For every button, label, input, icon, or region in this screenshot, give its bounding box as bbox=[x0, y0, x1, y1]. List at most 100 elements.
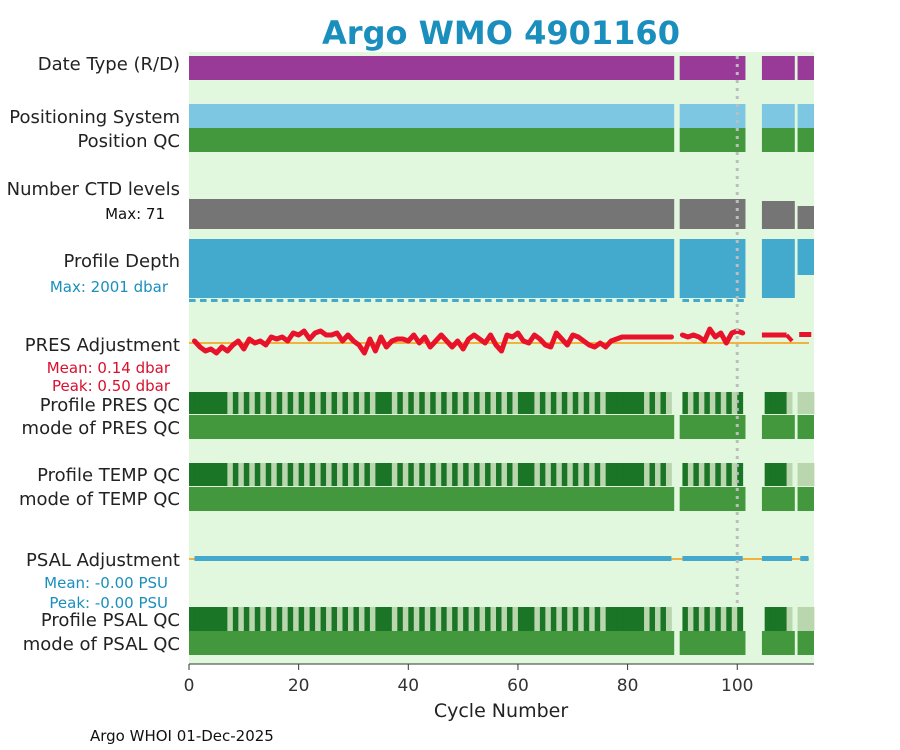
profile-temp-qc-cell bbox=[232, 463, 239, 486]
profile-pres-qc-cell bbox=[523, 392, 530, 414]
profile-pres-qc-cell bbox=[232, 392, 239, 414]
mode-temp-qc-bar-segment-0 bbox=[189, 487, 675, 511]
profile-pres-qc-cell bbox=[616, 392, 623, 414]
profile-psal-qc-cell bbox=[567, 607, 574, 631]
profile-temp-qc-cell bbox=[452, 463, 459, 486]
pres-adjustment-last-point bbox=[799, 332, 812, 337]
x-tick-label: 40 bbox=[397, 676, 419, 696]
profile-pres-qc-cell bbox=[594, 392, 601, 414]
profile-depth-tick bbox=[660, 299, 668, 302]
profile-temp-qc-cell bbox=[189, 463, 195, 486]
profile-psal-qc-cell bbox=[737, 607, 744, 631]
profile-psal-qc-cell bbox=[419, 607, 426, 631]
row-label-pres-adjustment: PRES Adjustment bbox=[25, 335, 180, 356]
pres-adjustment-peak: Peak: 0.50 dbar bbox=[52, 377, 171, 395]
profile-pres-qc-cell bbox=[353, 392, 360, 414]
profile-psal-qc-cell bbox=[556, 607, 563, 631]
profile-temp-qc-cell bbox=[770, 463, 777, 486]
profile-pres-qc-cell bbox=[227, 392, 234, 414]
profile-psal-qc-cell bbox=[413, 607, 420, 631]
profile-pres-qc-cell bbox=[704, 392, 711, 414]
profile-temp-qc-cell bbox=[408, 463, 415, 486]
profile-pres-qc-cell bbox=[408, 392, 415, 414]
pres-adjustment-mean: Mean: 0.14 dbar bbox=[47, 359, 171, 377]
profile-depth-tick bbox=[616, 299, 624, 302]
profile-psal-qc-cell bbox=[265, 607, 272, 631]
profile-temp-qc-cell bbox=[315, 463, 321, 486]
profile-depth-tick bbox=[452, 299, 459, 302]
profile-temp-qc-cell bbox=[665, 463, 672, 486]
profile-temp-qc-cell bbox=[282, 463, 289, 486]
profile-pres-qc-cell bbox=[347, 392, 354, 414]
x-tick-label: 0 bbox=[184, 676, 195, 696]
profile-psal-qc-cell bbox=[463, 607, 470, 631]
profile-pres-qc-cell bbox=[199, 392, 206, 414]
profile-psal-qc-cell bbox=[474, 607, 480, 631]
profile-psal-qc-cell bbox=[501, 607, 508, 631]
profile-psal-qc-cell bbox=[194, 607, 201, 631]
profile-temp-qc-cell bbox=[243, 463, 250, 486]
profile-pres-qc-cell bbox=[309, 392, 316, 414]
profile-psal-qc-cell bbox=[199, 607, 206, 631]
profile-pres-qc-cell bbox=[600, 392, 607, 414]
profile-psal-qc-cell bbox=[698, 607, 705, 631]
ctd-levels-max-annotation: Max: 71 bbox=[105, 205, 165, 223]
date-type-bar-segment-0 bbox=[189, 56, 675, 80]
profile-psal-qc-cell bbox=[326, 607, 332, 631]
profile-depth-tick bbox=[627, 299, 635, 302]
profile-depth-tick bbox=[375, 299, 382, 302]
profile-psal-qc-cell bbox=[682, 607, 689, 631]
profile-pres-qc-cell bbox=[731, 392, 738, 414]
mode-temp-qc-bar-segment-3 bbox=[797, 487, 814, 511]
profile-temp-qc-cell bbox=[534, 463, 541, 486]
profile-depth-tick bbox=[353, 299, 361, 302]
profile-psal-qc-cell bbox=[457, 607, 464, 631]
profile-temp-qc-cell bbox=[216, 463, 223, 486]
row-label-mode-psal-qc: mode of PSAL QC bbox=[23, 634, 180, 655]
position-qc-bar-segment-1 bbox=[679, 128, 746, 152]
profile-pres-qc-cell bbox=[808, 392, 815, 414]
profile-psal-qc-cell bbox=[655, 607, 661, 631]
profile-psal-qc-cell bbox=[210, 607, 217, 631]
positioning-system-bar-segment-0 bbox=[189, 104, 675, 128]
profile-temp-qc-cell bbox=[265, 463, 272, 486]
profile-psal-qc-cell bbox=[523, 607, 530, 631]
mode-pres-qc-bar-segment-1 bbox=[679, 415, 746, 439]
profile-temp-qc-cell bbox=[797, 463, 804, 486]
profile-psal-qc-cell bbox=[693, 607, 700, 631]
profile-psal-qc-cell bbox=[665, 607, 672, 631]
profile-pres-qc-cell bbox=[216, 392, 223, 414]
profile-pres-qc-cell bbox=[315, 392, 321, 414]
profile-pres-qc-cell bbox=[496, 392, 502, 414]
row-label-ctd-levels: Number CTD levels bbox=[7, 179, 180, 200]
profile-depth-tick bbox=[276, 299, 284, 302]
profile-temp-qc-cell bbox=[205, 463, 212, 486]
profile-temp-qc-cell bbox=[655, 463, 661, 486]
profile-pres-qc-cell bbox=[627, 392, 634, 414]
profile-temp-qc-cell bbox=[561, 463, 568, 486]
date-type-bar-segment-2 bbox=[761, 56, 795, 80]
profile-pres-qc-cell bbox=[397, 392, 404, 414]
profile-depth-tick bbox=[496, 299, 503, 302]
profile-temp-qc-cell bbox=[463, 463, 470, 486]
profile-depth-bar-2 bbox=[761, 239, 795, 298]
profile-pres-qc-cell bbox=[331, 392, 338, 414]
profile-pres-qc-cell bbox=[249, 392, 256, 414]
profile-depth-tick bbox=[726, 299, 733, 302]
profile-temp-qc-cell bbox=[320, 463, 327, 486]
profile-psal-qc-cell bbox=[660, 607, 667, 631]
x-tick-label: 80 bbox=[617, 676, 639, 696]
row-label-psal-adjustment: PSAL Adjustment bbox=[26, 550, 180, 571]
profile-temp-qc-cell bbox=[337, 463, 343, 486]
profile-psal-qc-cell bbox=[775, 607, 782, 631]
profile-depth-tick bbox=[517, 299, 525, 302]
profile-depth-tick bbox=[550, 299, 558, 302]
profile-pres-qc-cell bbox=[260, 392, 267, 414]
profile-pres-qc-cell bbox=[638, 392, 645, 414]
profile-temp-qc-cell bbox=[682, 463, 689, 486]
profile-depth-tick bbox=[638, 299, 646, 302]
profile-psal-qc-cell bbox=[424, 607, 431, 631]
profile-temp-qc-cell bbox=[803, 463, 809, 486]
profile-psal-qc-cell bbox=[704, 607, 711, 631]
